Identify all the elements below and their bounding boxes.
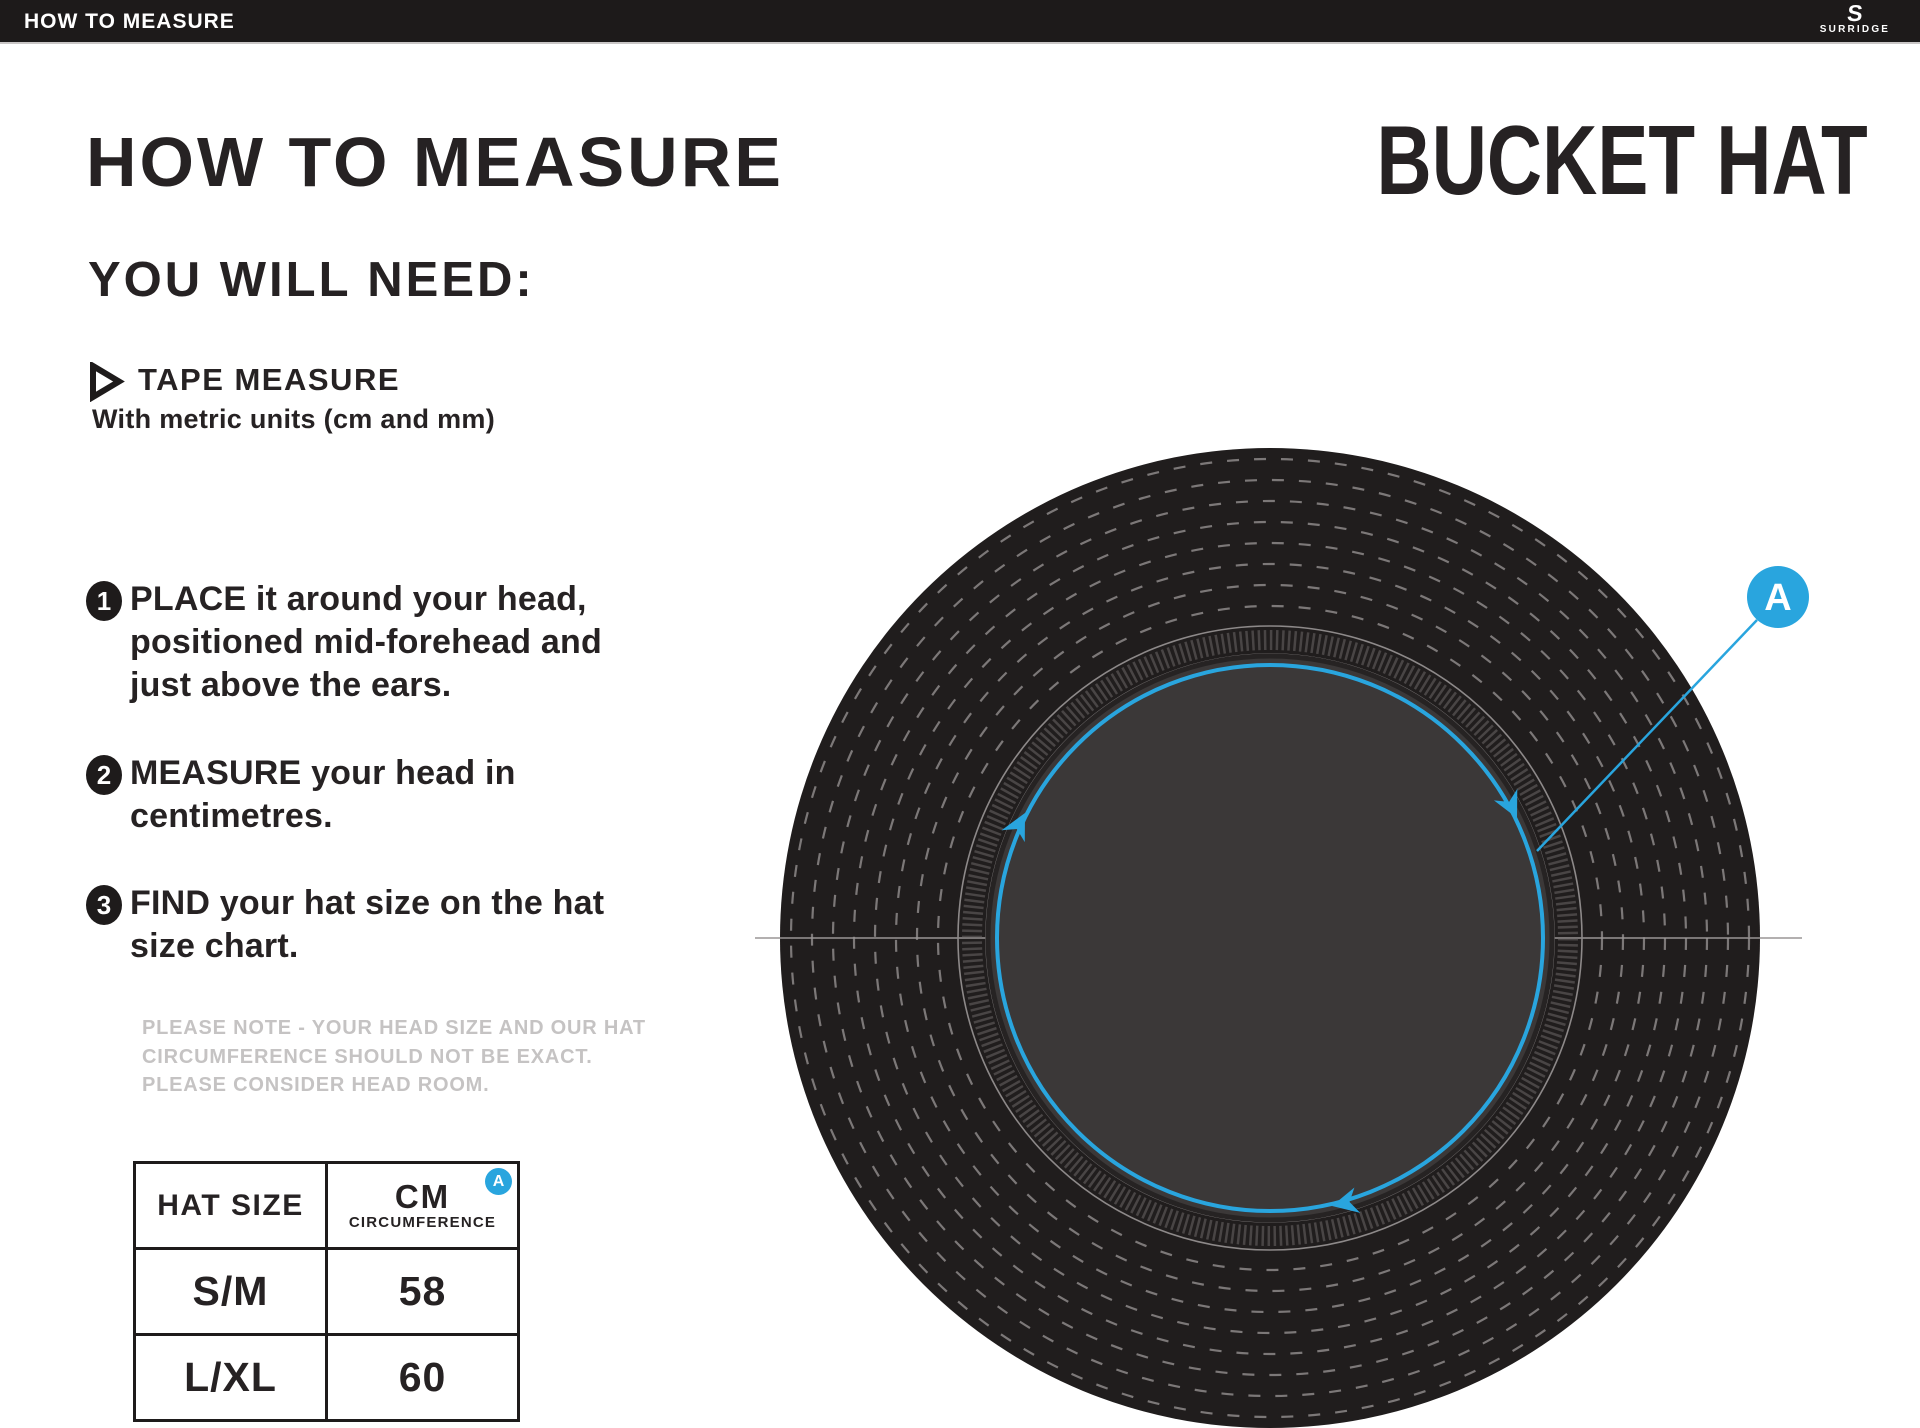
step-3-line-2: size chart.: [130, 927, 299, 965]
measure-direction-arrows: [1001, 788, 1518, 1213]
step-2-line-2: centimetres.: [130, 797, 333, 835]
size-lxl-cm-cell: 60: [325, 1333, 520, 1422]
surridge-logo: S SURRIDGE: [1800, 0, 1910, 42]
table-row: L/XL 60: [133, 1333, 520, 1422]
step-3: 3 FIND your hat size on the hat size cha…: [86, 882, 648, 968]
surridge-brand-name: SURRIDGE: [1819, 24, 1891, 35]
step-1-text: PLACE it around your head, positioned mi…: [130, 578, 648, 707]
step-1: 1 PLACE it around your head, positioned …: [86, 578, 648, 707]
measurement-a-badge-small: A: [485, 1168, 512, 1195]
band-outer-edge: [957, 625, 1583, 1251]
size-lxl-cell: L/XL: [133, 1333, 328, 1422]
top-bar-title: HOW TO MEASURE: [24, 10, 235, 33]
step-3-number-badge: 3: [86, 885, 122, 925]
hat-size-table: HAT SIZE CM CIRCUMFERENCE A S/M 58 L/XL …: [133, 1161, 520, 1422]
step-1-number-badge: 1: [86, 581, 122, 621]
step-1-line-3: just above the ears.: [130, 666, 452, 704]
label-a-pointer-line: [1536, 619, 1758, 852]
circumference-header-label: CIRCUMFERENCE: [348, 1214, 497, 1231]
tool-name: TAPE MEASURE: [138, 362, 401, 397]
label-a-text: A: [1764, 577, 1791, 619]
hat-size-column-header: HAT SIZE: [133, 1161, 328, 1250]
cm-column-header: CM CIRCUMFERENCE A: [325, 1161, 520, 1250]
triangle-bullet-icon: [90, 362, 125, 402]
measure-arrow-bottom: [1332, 1187, 1361, 1213]
surridge-logo-icon: S: [1845, 0, 1865, 26]
note-line-1: PLEASE NOTE - YOUR HEAD SIZE AND OUR HAT: [142, 1017, 646, 1039]
size-disclaimer-note: PLEASE NOTE - YOUR HEAD SIZE AND OUR HAT…: [142, 1014, 646, 1100]
step-1-line-2: positioned mid-forehead and: [130, 623, 602, 661]
measure-arrow-upper-left: [1001, 813, 1025, 843]
measure-arrow-right: [1493, 788, 1518, 818]
table-header-row: HAT SIZE CM CIRCUMFERENCE A: [133, 1161, 520, 1250]
step-2-number-badge: 2: [86, 755, 122, 795]
step-2-line-1: MEASURE your head in: [130, 754, 516, 792]
cm-header-label: CM: [394, 1178, 451, 1215]
hat-crown: [985, 653, 1555, 1223]
page-title: HOW TO MEASURE: [86, 123, 784, 201]
label-a-badge: A: [1747, 566, 1809, 628]
bucket-hat-diagram: A: [755, 448, 1809, 1428]
size-sm-cell: S/M: [133, 1247, 328, 1336]
step-1-line-1: PLACE it around your head,: [130, 580, 587, 618]
note-line-2: CIRCUMFERENCE SHOULD NOT BE EXACT.: [142, 1045, 593, 1068]
step-3-text: FIND your hat size on the hat size chart…: [130, 882, 648, 968]
size-sm-cm-cell: 58: [325, 1247, 520, 1336]
product-title: BUCKET HAT: [1376, 105, 1868, 215]
hat-band-texture: [962, 630, 1578, 1246]
step-2-text: MEASURE your head in centimetres.: [130, 752, 648, 838]
note-line-3: PLEASE CONSIDER HEAD ROOM.: [142, 1074, 490, 1096]
table-row: S/M 58: [133, 1247, 520, 1336]
step-2: 2 MEASURE your head in centimetres.: [86, 752, 648, 838]
tool-note: With metric units (cm and mm): [92, 404, 495, 434]
top-bar: HOW TO MEASURE S SURRIDGE: [0, 0, 1920, 44]
measure-circle: [995, 663, 1545, 1213]
step-3-line-1: FIND your hat size on the hat: [130, 884, 605, 922]
you-will-need-heading: YOU WILL NEED:: [88, 253, 535, 307]
